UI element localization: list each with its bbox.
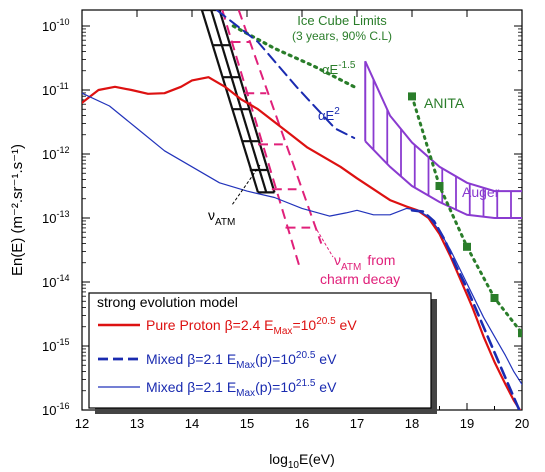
y-tick-label-exp: -12 — [56, 145, 69, 155]
anita-marker — [490, 294, 499, 302]
y-tick-label-base: 10 — [42, 147, 56, 162]
legend-label-mixed-20.5-c: eV — [315, 351, 337, 367]
plot-area — [82, 10, 522, 410]
y-tick-label--10: 10-10 — [42, 17, 69, 34]
label-nu-atm: νATM — [208, 207, 235, 228]
x-tick-label-14: 14 — [185, 416, 199, 431]
y-tick-label-exp: -13 — [56, 209, 69, 219]
x-tick-label-13: 13 — [130, 416, 144, 431]
x-tick-label-12: 12 — [75, 416, 89, 431]
mixed-21.5-curve — [82, 92, 522, 385]
legend-label-pure-proton-sub: Max — [274, 326, 293, 337]
y-tick-label-base: 10 — [42, 211, 56, 226]
y-tick-label-exp: -14 — [56, 273, 69, 283]
icecube-title: Ice Cube Limits — [297, 13, 387, 28]
legend-label-mixed-21.5-c: eV — [315, 379, 337, 395]
y-tick-label--11: 10-11 — [42, 81, 69, 98]
legend: strong evolution model Pure Proton β=2.4… — [88, 292, 437, 414]
legend-label-pure-proton-c: eV — [336, 317, 358, 333]
label-alpha-e-1.5-exp: -1.5 — [338, 60, 356, 71]
icecube-subtitle: (3 years, 90% C.L) — [292, 29, 392, 43]
legend-box — [88, 292, 432, 409]
legend-label-mixed-21.5: Mixed β=2.1 EMax(p)=1021.5 eV — [146, 378, 337, 399]
atm-band-line — [210, 10, 268, 193]
legend-label-mixed-20.5: Mixed β=2.1 EMax(p)=1020.5 eV — [146, 350, 337, 371]
x-axis-label-main: log — [269, 451, 288, 467]
anita-marker — [518, 329, 522, 338]
pure-proton-curve — [82, 76, 522, 410]
y-tick-label-base: 10 — [42, 83, 56, 98]
y-tick-label--12: 10-12 — [42, 145, 69, 162]
atm-band-line — [200, 10, 260, 193]
y-tick-label-base: 10 — [42, 275, 56, 290]
x-tick-label-19: 19 — [460, 416, 474, 431]
atm-band-line — [218, 10, 276, 193]
y-axis-label: En(E) (m⁻².sr⁻¹.s⁻¹) — [9, 144, 26, 276]
y-tick-label-base: 10 — [42, 19, 56, 34]
label-charm-sub: ATM — [341, 262, 361, 273]
y-tick-label--15: 10-15 — [42, 337, 69, 354]
legend-label-pure-proton: Pure Proton β=2.4 EMax=1020.5 eV — [146, 316, 357, 337]
anita-marker — [463, 242, 471, 251]
x-tick-label-17: 17 — [350, 416, 364, 431]
legend-label-pure-proton-a: Pure Proton β=2.4 E — [146, 317, 274, 333]
y-tick-label-exp: -16 — [56, 401, 69, 411]
mixed-20.5-curve — [410, 209, 521, 410]
charm-pointer — [316, 229, 334, 258]
legend-label-mixed-21.5-b: (p)=10 — [255, 379, 296, 395]
x-axis-label: log10E(eV) — [269, 451, 335, 471]
legend-label-mixed-21.5-sub: Max — [236, 388, 255, 399]
y-tick-label-exp: -10 — [56, 17, 69, 27]
label-alpha-e-1.5-base: αE — [322, 62, 339, 77]
auger-lower-bound — [364, 140, 522, 219]
label-charm-from: from — [367, 252, 395, 268]
legend-label-pure-proton-b: =10 — [292, 317, 316, 333]
legend-label-mixed-20.5-exp: 20.5 — [296, 350, 316, 361]
y-tick-label-exp: -11 — [56, 81, 68, 91]
label-alpha-e-1.5: αE-1.5 — [322, 60, 356, 77]
auger-upper-bound — [364, 60, 522, 193]
legend-title: strong evolution model — [97, 294, 238, 310]
legend-label-mixed-20.5-sub: Max — [236, 360, 255, 371]
legend-label-pure-proton-exp: 20.5 — [316, 316, 336, 327]
x-axis-label-rest: E(eV) — [299, 451, 335, 467]
nu-atm-pointer — [231, 164, 261, 206]
x-tick-label-15: 15 — [240, 416, 254, 431]
label-anita: ANITA — [424, 95, 465, 111]
y-tick-label-base: 10 — [42, 339, 56, 354]
label-alpha-e-2-base: αE — [318, 108, 335, 123]
y-tick-label--13: 10-13 — [42, 209, 69, 226]
y-tick-label--16: 10-16 — [42, 401, 69, 418]
label-alpha-e-2: αE2 — [318, 106, 340, 123]
legend-label-mixed-21.5-exp: 21.5 — [296, 378, 316, 389]
x-axis-label-sub: 10 — [288, 460, 300, 471]
label-charm-nu: ν — [334, 252, 341, 268]
charm-band-line — [221, 10, 301, 267]
legend-label-mixed-20.5-b: (p)=10 — [255, 351, 296, 367]
label-auger: Auger — [462, 184, 500, 200]
label-alpha-e-2-exp: 2 — [334, 106, 340, 117]
label-charm: νATM from — [334, 252, 395, 273]
x-tick-label-20: 20 — [515, 416, 529, 431]
y-tick-label-exp: -15 — [56, 337, 69, 347]
label-charm-decay: charm decay — [320, 271, 400, 287]
y-tick-label-base: 10 — [42, 403, 56, 418]
icecube-alpha-e-1.5-line — [231, 24, 356, 89]
x-tick-label-18: 18 — [405, 416, 419, 431]
x-tick-label-16: 16 — [295, 416, 309, 431]
anita-marker — [435, 182, 444, 190]
y-tick-label--14: 10-14 — [42, 273, 69, 290]
legend-label-mixed-21.5-a: Mixed β=2.1 E — [146, 379, 236, 395]
label-nu-atm-nu: ν — [208, 207, 215, 223]
charm-band-line — [237, 10, 323, 244]
icecube-alpha-e-2-line — [215, 10, 356, 139]
anita-marker — [408, 92, 416, 101]
label-nu-atm-sub: ATM — [215, 217, 235, 228]
legend-label-mixed-20.5-a: Mixed β=2.1 E — [146, 351, 236, 367]
